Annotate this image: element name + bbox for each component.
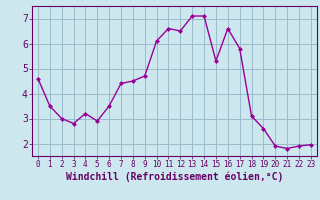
X-axis label: Windchill (Refroidissement éolien,°C): Windchill (Refroidissement éolien,°C)	[66, 172, 283, 182]
